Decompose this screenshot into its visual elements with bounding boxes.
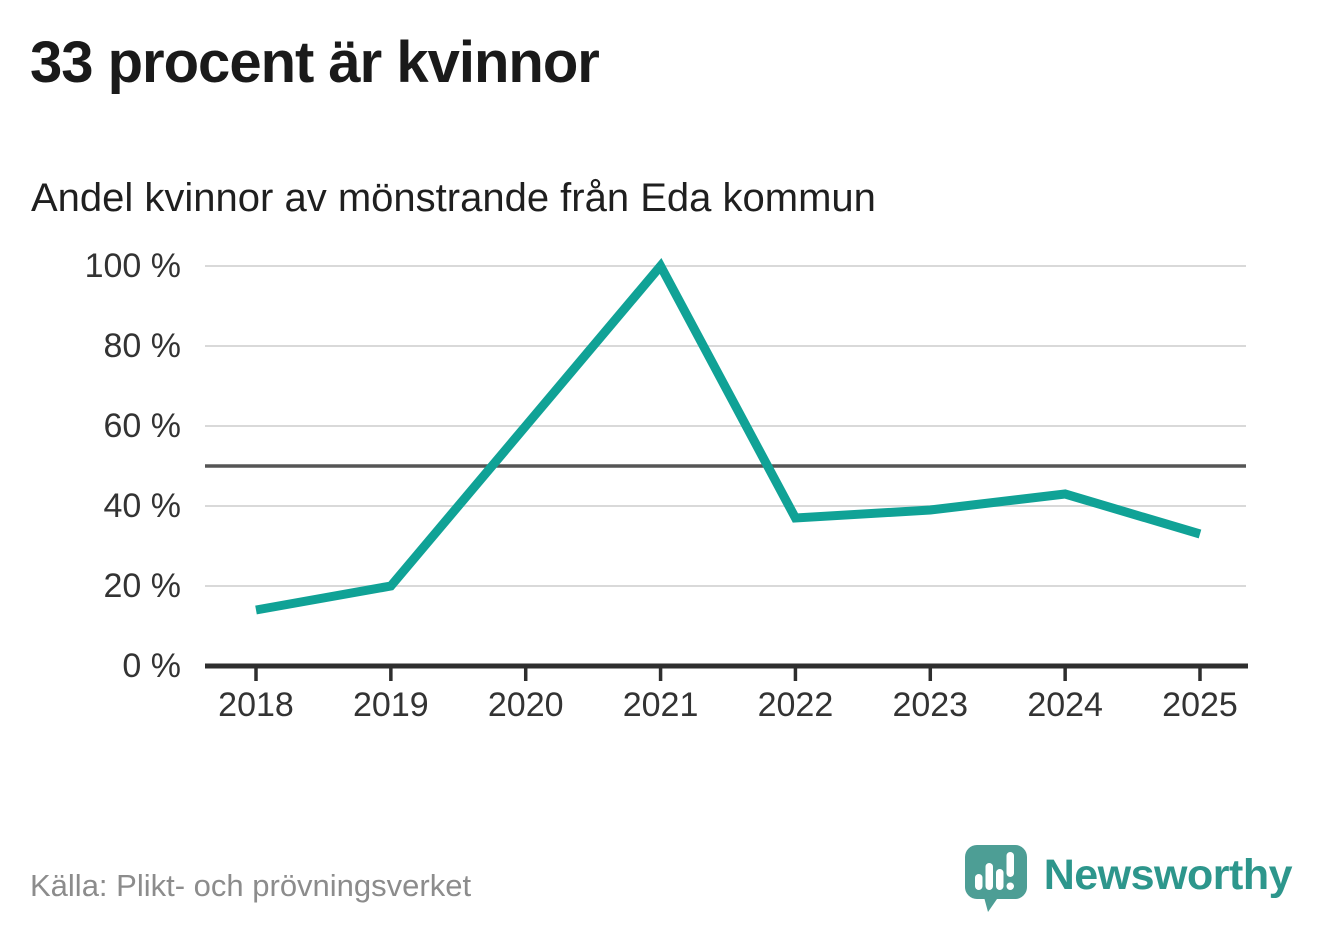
newsworthy-logo-icon [964,845,1027,912]
source-note: Källa: Plikt- och prövningsverket [30,868,472,903]
x-axis-tick-label: 2022 [757,686,834,724]
y-axis-tick-label: 20 % [103,567,182,605]
y-axis-tick-label: 60 % [103,407,182,445]
chart-canvas [205,258,1248,681]
x-axis-tick-label: 2024 [1027,686,1103,724]
y-axis-tick-label: 0 % [122,647,181,685]
x-axis-tick-label: 2020 [487,686,564,724]
y-axis-tick-label: 100 % [84,247,181,285]
x-axis-tick-label: 2018 [218,686,294,724]
x-axis-tick-label: 2025 [1162,686,1238,724]
y-axis-tick-label: 80 % [103,327,182,365]
chart-subtitle: Andel kvinnor av mönstrande från Eda kom… [31,176,876,220]
x-axis-tick-label: 2021 [622,686,699,724]
y-axis-tick-label: 40 % [103,487,182,525]
page-title: 33 procent är kvinnor [30,30,600,95]
newsworthy-logo: Newsworthy [964,843,1293,915]
x-axis-tick-label: 2019 [353,686,429,724]
trend-line-andel-kvinnor-av-mönstrande [255,258,1202,615]
x-axis-tick-label: 2023 [892,686,969,724]
newsworthy-logo-text: Newsworthy [1043,851,1293,899]
